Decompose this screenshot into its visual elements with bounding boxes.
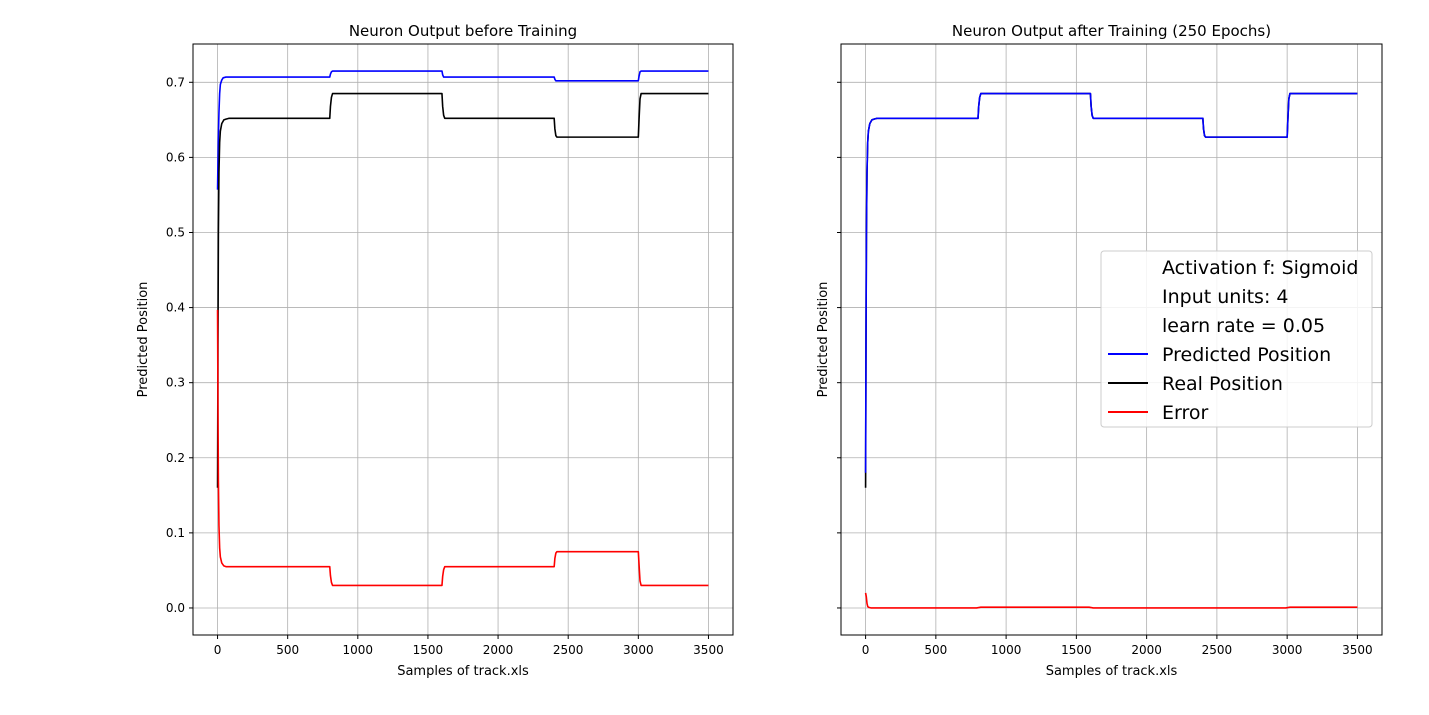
chart-title: Neuron Output before Training xyxy=(349,22,577,40)
y-tick-label: 0.2 xyxy=(166,451,185,465)
x-tick-label: 500 xyxy=(924,643,947,657)
x-tick-label: 1500 xyxy=(413,643,444,657)
legend-label: Input units: 4 xyxy=(1162,286,1288,308)
x-tick-label: 2500 xyxy=(553,643,584,657)
x-tick-label: 1500 xyxy=(1061,643,1092,657)
chart-title: Neuron Output after Training (250 Epochs… xyxy=(952,22,1271,40)
y-tick-label: 0.6 xyxy=(166,150,185,164)
legend: Activation f: Sigmoid Input units: 4 learn… xyxy=(1100,250,1373,428)
x-axis-label: Samples of track.xls xyxy=(1046,664,1178,679)
chart-panel-2: 0 500 1000 1500 2000 2500 3000 3500 Neuron Outpu… xyxy=(816,22,1383,679)
axes-frame xyxy=(192,43,734,636)
legend-label: Activation f: Sigmoid xyxy=(1162,257,1359,279)
axes-frame xyxy=(840,43,1383,636)
chart-panel-1: 0 500 1000 1500 2000 2500 3000 3500 0.0 0.1 0.2 0.3… xyxy=(136,22,734,679)
series-line-predicted-position xyxy=(864,92,1358,473)
legend-label: learn rate = 0.05 xyxy=(1162,315,1325,337)
x-tick-label: 3500 xyxy=(1342,643,1373,657)
series-line-predicted-position xyxy=(216,70,709,190)
legend-label: Real Position xyxy=(1162,373,1283,395)
y-tick-label: 0.0 xyxy=(166,601,185,615)
legend-label: Predicted Position xyxy=(1162,344,1331,366)
y-axis-label: Predicted Position xyxy=(816,282,831,398)
x-tick-label: 3000 xyxy=(623,643,654,657)
y-tick-label: 0.5 xyxy=(166,225,185,239)
legend-label: Error xyxy=(1162,402,1209,424)
y-tick-label: 0.4 xyxy=(166,301,185,315)
x-tick-label: 2500 xyxy=(1202,643,1233,657)
y-tick-label: 0.7 xyxy=(166,75,185,89)
y-tick-label: 0.1 xyxy=(166,526,185,540)
y-axis-label: Predicted Position xyxy=(136,282,151,398)
x-tick-label: 2000 xyxy=(1131,643,1162,657)
x-tick-label: 0 xyxy=(214,643,222,657)
x-tick-label: 500 xyxy=(276,643,299,657)
x-tick-label: 1000 xyxy=(343,643,374,657)
x-tick-label: 0 xyxy=(862,643,870,657)
series-line-error xyxy=(216,309,709,587)
x-tick-label: 2000 xyxy=(483,643,514,657)
y-tick-label: 0.3 xyxy=(166,376,185,390)
x-tick-label: 3500 xyxy=(693,643,724,657)
x-axis-label: Samples of track.xls xyxy=(397,664,529,679)
x-tick-label: 1000 xyxy=(991,643,1022,657)
plot-area xyxy=(193,44,733,635)
series-line-error xyxy=(864,592,1358,609)
legend-box xyxy=(1100,250,1373,428)
series-line-real-position xyxy=(216,92,709,488)
x-tick-label: 3000 xyxy=(1272,643,1303,657)
